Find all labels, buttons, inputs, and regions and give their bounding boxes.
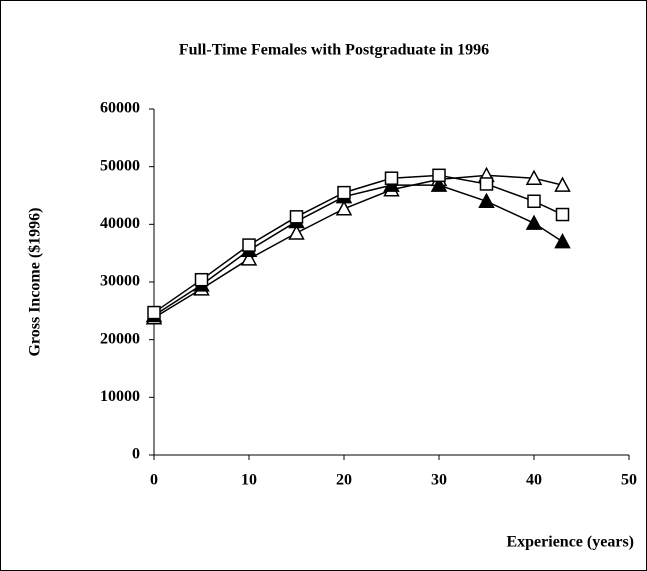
chart-title: Full-Time Females with Postgraduate in 1…	[179, 42, 489, 59]
marker	[525, 169, 543, 185]
marker	[194, 272, 209, 287]
marker	[288, 224, 305, 240]
x-tick-label: 30	[431, 472, 447, 489]
y-tick-label: 60000	[100, 100, 140, 117]
y-tick-label: 40000	[100, 215, 140, 232]
x-tick-label: 40	[526, 472, 542, 489]
marker	[384, 171, 399, 185]
marker	[289, 210, 304, 224]
marker	[242, 238, 256, 252]
series-line	[153, 184, 563, 317]
marker	[478, 192, 495, 209]
y-tick-label: 20000	[100, 330, 140, 347]
y-tick-label: 0	[132, 446, 140, 463]
marker	[525, 214, 543, 230]
series-line	[153, 174, 563, 314]
y-tick-label: 50000	[100, 157, 140, 174]
marker	[240, 250, 258, 266]
marker	[527, 194, 541, 209]
y-tick-label: 10000	[100, 388, 140, 405]
x-tick-label: 10	[241, 472, 257, 489]
x-tick-label: 50	[621, 472, 637, 489]
marker	[555, 207, 570, 222]
marker	[554, 176, 571, 192]
marker	[335, 200, 353, 216]
marker	[337, 185, 351, 200]
marker	[430, 176, 448, 192]
y-tick-label: 30000	[100, 273, 140, 290]
marker	[479, 177, 494, 191]
x-tick-label: 0	[150, 472, 158, 489]
marker	[432, 168, 446, 183]
marker	[147, 305, 161, 320]
series-line	[153, 174, 563, 319]
marker	[554, 233, 571, 249]
x-axis-label: Experience (years)	[506, 534, 634, 551]
x-tick-label: 20	[336, 472, 352, 489]
y-axis-label: Gross Income ($1996)	[27, 207, 44, 356]
